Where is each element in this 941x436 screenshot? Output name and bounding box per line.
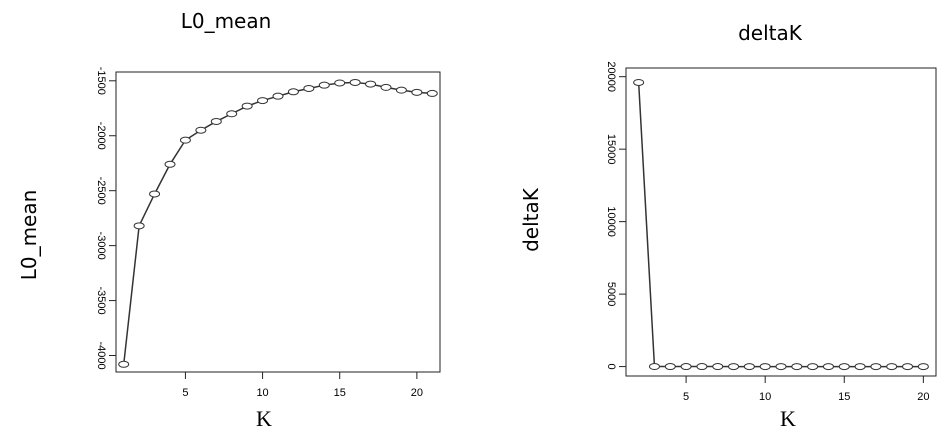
chart1-x-tick-label: 5 xyxy=(182,387,188,399)
chart1-data-point xyxy=(334,79,346,87)
chart1-data-point xyxy=(179,136,191,144)
chart1-data-point xyxy=(149,190,161,198)
chart1-data-point xyxy=(195,126,207,134)
chart2-data-point xyxy=(743,363,755,371)
chart1-data-point xyxy=(272,92,284,100)
chart1-y-tick-label: -3000 xyxy=(95,232,107,260)
chart1-x-tick-label: 20 xyxy=(411,387,423,399)
chart2-data-point xyxy=(680,363,692,371)
chart1-data-point xyxy=(395,86,407,94)
chart2-y-tick-label: 0 xyxy=(605,364,617,370)
chart1-title: L0_mean xyxy=(181,9,272,33)
chart1-data-point xyxy=(118,360,130,368)
chart2-data-point xyxy=(759,363,771,371)
chart2-data-point xyxy=(696,363,708,371)
chart1-data-point xyxy=(411,88,423,96)
chart1-data-point xyxy=(257,97,269,105)
chart1-data-point xyxy=(210,117,222,125)
chart1-x-tick-label: 15 xyxy=(334,387,346,399)
chart2-x-tick-label: 10 xyxy=(759,391,771,403)
chart2-data-point xyxy=(822,363,834,371)
chart1-data-point xyxy=(226,110,238,118)
chart1-data-point xyxy=(133,222,145,230)
chart2-x-tick-label: 5 xyxy=(683,391,689,403)
chart2-data-point xyxy=(917,363,929,371)
chart1-y-tick-label: -2500 xyxy=(95,177,107,205)
chart2-y-tick-label: 10000 xyxy=(605,206,617,237)
chart2-data-point xyxy=(775,363,787,371)
chart2-data-point xyxy=(886,363,898,371)
chart1-data-point xyxy=(241,102,253,110)
chart2-data-point xyxy=(712,363,724,371)
chart2-y-tick-label: 20000 xyxy=(605,61,617,92)
chart1-y-tick-label: -2000 xyxy=(95,122,107,150)
chart1-plot-frame xyxy=(115,71,441,373)
chart2-title: deltaK xyxy=(738,21,803,45)
chart1-y-tick-label: -4000 xyxy=(95,341,107,369)
chart1-data-point xyxy=(349,78,361,86)
chart2-data-point xyxy=(807,363,819,371)
chart1-data-point xyxy=(318,81,330,89)
chart1-data-point xyxy=(365,80,377,88)
chart1-series-line xyxy=(122,81,433,365)
chart2-data-point xyxy=(633,78,645,86)
chart1-x-tick-label: 10 xyxy=(256,387,268,399)
chart1-y-tick-label: -3500 xyxy=(95,287,107,315)
chart2-data-point xyxy=(902,363,914,371)
chart2-x-axis-label: K xyxy=(780,406,796,431)
chart1-data-point xyxy=(287,88,299,96)
chart1-data-point xyxy=(164,160,176,168)
chart2-series-line xyxy=(637,82,924,368)
chart1-x-axis-label: K xyxy=(256,406,272,431)
chart2-y-tick-label: 5000 xyxy=(605,282,617,306)
chart2-data-point xyxy=(838,363,850,371)
chart2-data-point xyxy=(854,363,866,371)
chart2-x-tick-label: 20 xyxy=(917,391,929,403)
chart1-data-point xyxy=(426,89,438,97)
chart1-y-axis-label: L0_mean xyxy=(17,190,41,281)
chart2-data-point xyxy=(870,363,882,371)
chart2-data-point xyxy=(664,363,676,371)
chart2-y-axis-label: deltaK xyxy=(519,187,543,252)
chart2-data-point xyxy=(648,363,660,371)
chart2-data-point xyxy=(728,363,740,371)
chart2-plot-frame xyxy=(625,67,937,377)
chart1-data-point xyxy=(380,83,392,91)
chart1-data-point xyxy=(303,84,315,92)
chart1-y-tick-label: -1500 xyxy=(95,67,107,95)
chart2-y-tick-label: 15000 xyxy=(605,134,617,165)
chart2-data-point xyxy=(791,363,803,371)
chart2-x-tick-label: 15 xyxy=(838,391,850,403)
